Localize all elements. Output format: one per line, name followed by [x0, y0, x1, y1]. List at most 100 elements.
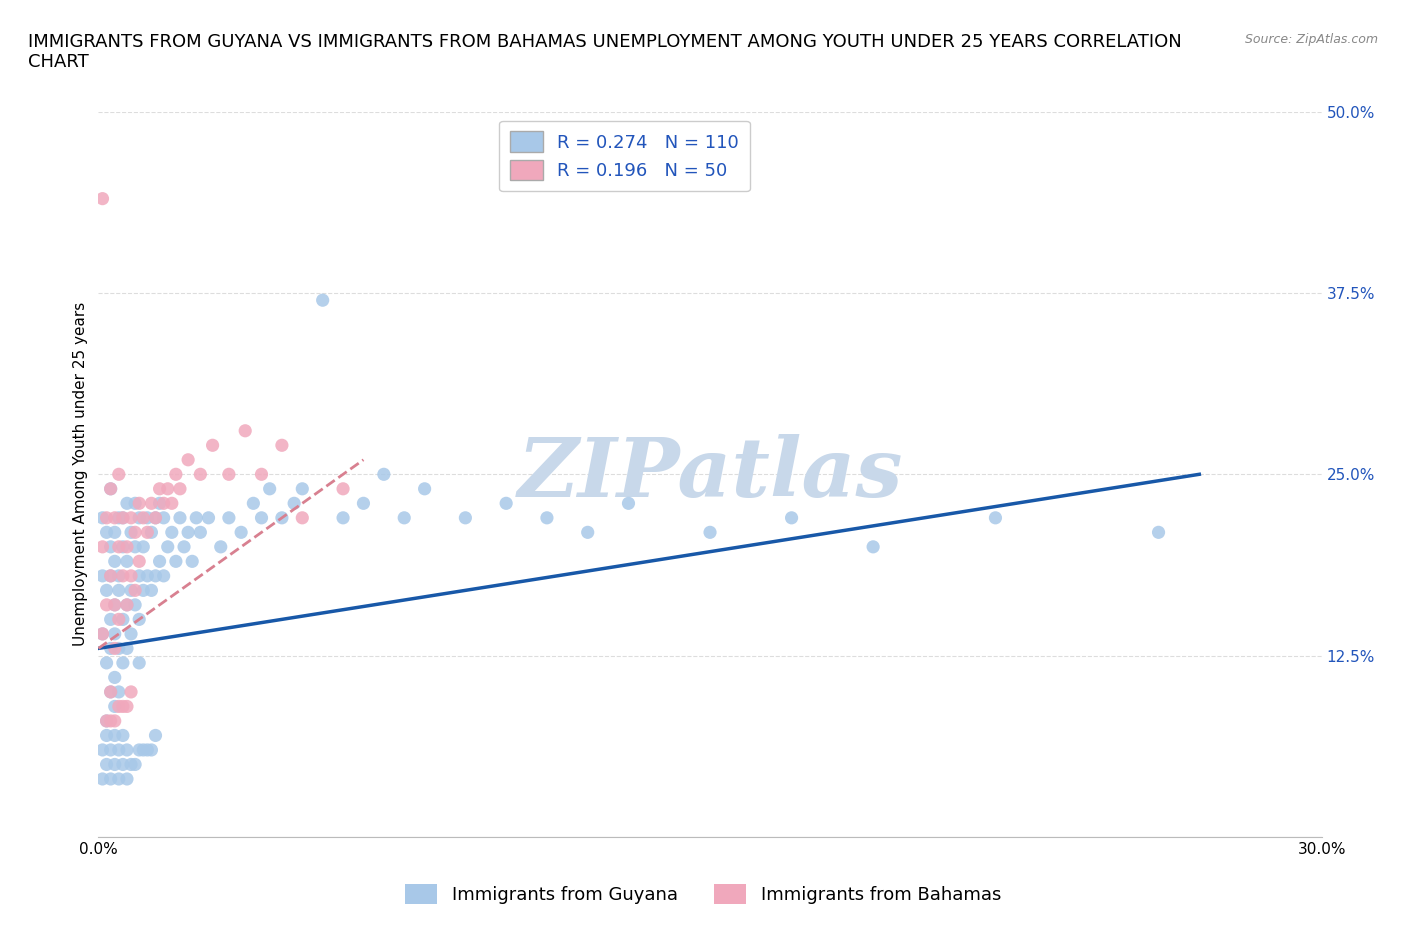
Point — [124, 597, 146, 612]
Point — [576, 525, 599, 539]
Point — [108, 684, 131, 699]
Point — [100, 539, 122, 554]
Point — [177, 452, 200, 467]
Point — [149, 554, 172, 569]
Point — [270, 511, 294, 525]
Point — [332, 511, 354, 525]
Point — [141, 583, 163, 598]
Point — [136, 568, 159, 583]
Point — [104, 757, 127, 772]
Point — [96, 525, 118, 539]
Point — [128, 511, 150, 525]
Point — [312, 293, 335, 308]
Point — [96, 728, 118, 743]
Point — [111, 511, 134, 525]
Point — [780, 511, 803, 525]
Point — [91, 511, 114, 525]
Point — [173, 539, 195, 554]
Point — [160, 525, 183, 539]
Point — [156, 539, 179, 554]
Point — [270, 438, 294, 453]
Point — [128, 612, 150, 627]
Point — [120, 757, 142, 772]
Point — [111, 612, 134, 627]
Point — [984, 511, 1007, 525]
Point — [145, 728, 167, 743]
Point — [104, 670, 127, 684]
Point — [108, 699, 131, 714]
Point — [124, 496, 146, 511]
Point — [145, 511, 167, 525]
Point — [91, 742, 114, 757]
Point — [124, 539, 146, 554]
Point — [250, 511, 273, 525]
Point — [132, 583, 155, 598]
Point — [115, 772, 138, 787]
Point — [413, 482, 436, 497]
Point — [156, 482, 179, 497]
Point — [233, 423, 256, 438]
Point — [128, 742, 150, 757]
Point — [283, 496, 305, 511]
Point — [115, 742, 138, 757]
Y-axis label: Unemployment Among Youth under 25 years: Unemployment Among Youth under 25 years — [73, 302, 89, 646]
Point — [165, 554, 187, 569]
Point — [136, 525, 159, 539]
Point — [141, 742, 163, 757]
Point — [108, 641, 131, 656]
Point — [132, 539, 155, 554]
Point — [699, 525, 721, 539]
Point — [91, 627, 114, 642]
Point — [115, 554, 138, 569]
Point — [188, 525, 212, 539]
Point — [242, 496, 264, 511]
Point — [108, 583, 131, 598]
Point — [165, 467, 187, 482]
Point — [100, 772, 122, 787]
Point — [454, 511, 477, 525]
Point — [128, 656, 150, 671]
Point — [115, 641, 138, 656]
Point — [96, 713, 118, 728]
Point — [862, 539, 884, 554]
Point — [108, 539, 131, 554]
Point — [100, 684, 122, 699]
Point — [186, 511, 208, 525]
Point — [197, 511, 219, 525]
Point — [100, 742, 122, 757]
Point — [209, 539, 232, 554]
Text: ZIPatlas: ZIPatlas — [517, 434, 903, 514]
Point — [100, 568, 122, 583]
Point — [218, 467, 240, 482]
Point — [120, 627, 142, 642]
Point — [373, 467, 395, 482]
Point — [100, 713, 122, 728]
Point — [259, 482, 281, 497]
Point — [231, 525, 253, 539]
Point — [291, 511, 314, 525]
Point — [149, 496, 172, 511]
Point — [188, 467, 212, 482]
Point — [104, 713, 127, 728]
Point — [104, 728, 127, 743]
Point — [96, 757, 118, 772]
Point — [115, 496, 138, 511]
Point — [108, 772, 131, 787]
Point — [145, 511, 167, 525]
Point — [169, 482, 191, 497]
Point — [124, 583, 146, 598]
Point — [115, 597, 138, 612]
Point — [120, 684, 142, 699]
Point — [111, 757, 134, 772]
Point — [91, 772, 114, 787]
Point — [149, 482, 172, 497]
Point — [104, 699, 127, 714]
Point — [108, 467, 131, 482]
Point — [104, 597, 127, 612]
Text: Source: ZipAtlas.com: Source: ZipAtlas.com — [1244, 33, 1378, 46]
Point — [108, 511, 131, 525]
Point — [201, 438, 224, 453]
Point — [104, 554, 127, 569]
Point — [100, 482, 122, 497]
Legend: R = 0.274   N = 110, R = 0.196   N = 50: R = 0.274 N = 110, R = 0.196 N = 50 — [499, 121, 749, 192]
